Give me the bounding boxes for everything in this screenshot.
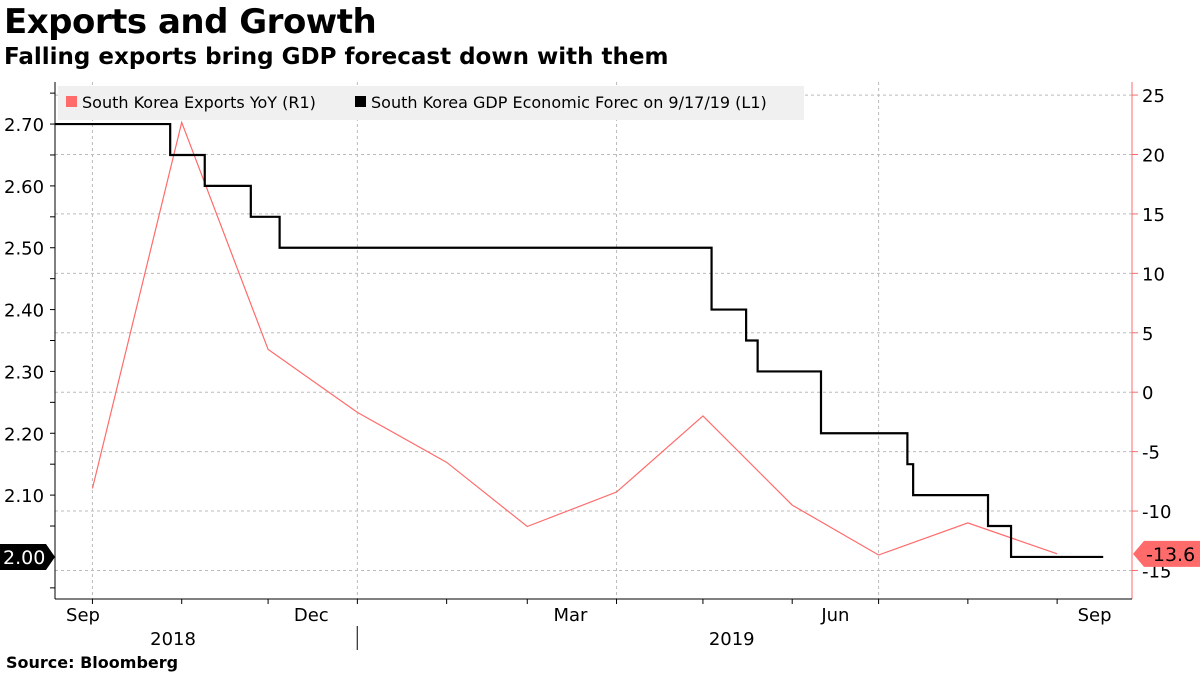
left-tick-label: 2.50 <box>4 239 44 260</box>
right-tick-label: 25 <box>1142 86 1165 107</box>
right-tick-label: 0 <box>1142 383 1153 404</box>
exports-last-value-tag <box>1133 540 1200 567</box>
left-tick-label: 2.60 <box>4 177 44 198</box>
x-tick-label: Mar <box>553 605 588 626</box>
chart-title: Exports and Growth <box>4 2 377 42</box>
year-label: 2018 <box>150 629 196 650</box>
x-tick-label: Sep <box>66 605 100 626</box>
left-tick-label: 2.10 <box>4 486 44 507</box>
gdp-last-value-tag <box>0 543 55 570</box>
gdp-forecast-line <box>55 122 1104 559</box>
gdp-last-value: 2.00 <box>3 547 45 569</box>
right-tick-label: 5 <box>1142 324 1153 345</box>
right-tick-label: -10 <box>1142 502 1171 523</box>
legend <box>58 86 804 120</box>
chart-subtitle: Falling exports bring GDP forecast down … <box>4 44 669 70</box>
legend-label-exports: South Korea Exports YoY (R1) <box>82 93 316 112</box>
x-tick-label: Dec <box>294 605 329 626</box>
left-tick-label: 2.70 <box>4 115 44 136</box>
right-tick-label: 20 <box>1142 145 1165 166</box>
exports-last-value: -13.6 <box>1146 544 1195 566</box>
legend-swatch-exports <box>66 96 77 107</box>
left-tick-label: 2.40 <box>4 301 44 322</box>
exports-line <box>91 120 1058 556</box>
left-tick-label: 2.20 <box>4 424 44 445</box>
legend-label-gdp: South Korea GDP Economic Forec on 9/17/1… <box>371 93 767 112</box>
right-tick-label: 15 <box>1142 205 1165 226</box>
source-note: Source: Bloomberg <box>6 653 179 672</box>
left-tick-label: 2.30 <box>4 362 44 383</box>
right-tick-label: 10 <box>1142 264 1165 285</box>
x-tick-label: Jun <box>820 605 849 626</box>
right-tick-label: -5 <box>1142 443 1160 464</box>
year-label: 2019 <box>709 629 755 650</box>
legend-swatch-gdp <box>355 96 366 107</box>
x-tick-label: Sep <box>1078 605 1112 626</box>
